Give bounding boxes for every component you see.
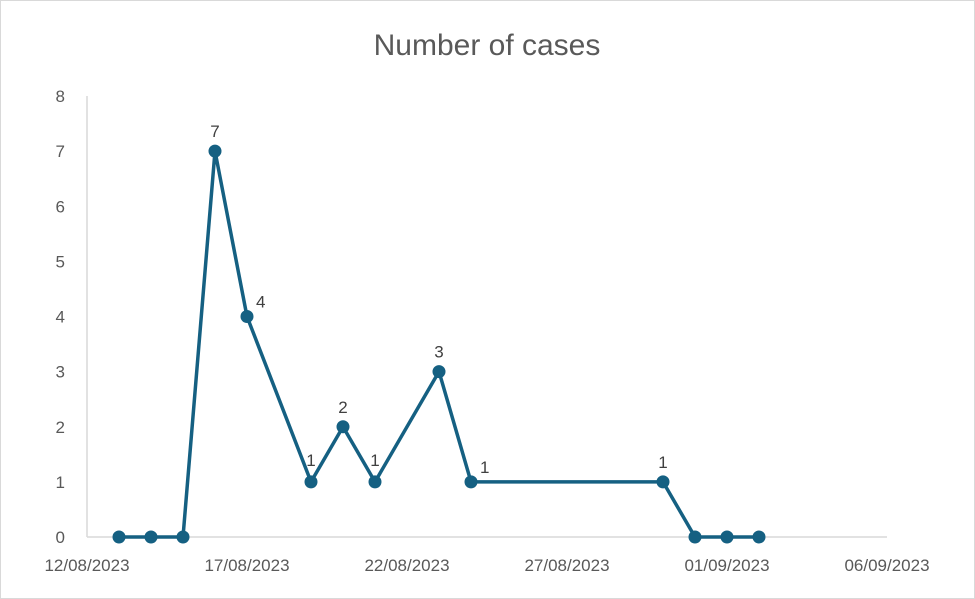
y-tick-label: 8 <box>56 87 65 106</box>
data-label: 1 <box>480 458 489 477</box>
x-tick-label: 27/08/2023 <box>524 556 609 575</box>
x-axis-ticks: 12/08/2023 17/08/2023 22/08/2023 27/08/2023… <box>44 556 929 575</box>
x-tick-label: 22/08/2023 <box>364 556 449 575</box>
data-point <box>656 475 670 489</box>
data-point <box>432 365 446 379</box>
x-tick-label: 17/08/2023 <box>204 556 289 575</box>
y-tick-label: 6 <box>56 197 65 216</box>
chart-title: Number of cases <box>374 29 601 62</box>
x-tick-label: 01/09/2023 <box>684 556 769 575</box>
data-point <box>304 475 318 489</box>
y-tick-label: 0 <box>56 528 65 547</box>
data-labels: 7 4 1 2 1 3 1 1 <box>210 122 667 477</box>
data-label: 1 <box>370 451 379 470</box>
data-point <box>112 530 126 544</box>
data-label: 7 <box>210 122 219 141</box>
data-point <box>176 530 190 544</box>
x-tick-label: 06/09/2023 <box>844 556 929 575</box>
data-label: 3 <box>434 343 443 362</box>
data-label: 1 <box>306 451 315 470</box>
series-line <box>119 149 759 539</box>
series-group <box>112 144 766 544</box>
data-label: 1 <box>658 453 667 472</box>
y-axis-ticks: 0 1 2 3 4 5 6 7 8 <box>56 87 65 547</box>
y-tick-label: 7 <box>56 142 65 161</box>
y-tick-label: 5 <box>56 252 65 271</box>
data-label: 2 <box>338 398 347 417</box>
y-tick-label: 2 <box>56 418 65 437</box>
data-label: 4 <box>256 293 265 312</box>
data-point <box>688 530 702 544</box>
x-tick-label: 12/08/2023 <box>44 556 129 575</box>
y-tick-label: 4 <box>56 308 65 327</box>
data-point <box>464 475 478 489</box>
data-point <box>720 530 734 544</box>
data-point <box>752 530 766 544</box>
data-point <box>368 475 382 489</box>
y-tick-label: 3 <box>56 363 65 382</box>
y-tick-label: 1 <box>56 473 65 492</box>
data-point <box>208 144 222 158</box>
data-point <box>240 310 254 323</box>
data-point <box>144 530 158 544</box>
data-point <box>336 420 350 434</box>
